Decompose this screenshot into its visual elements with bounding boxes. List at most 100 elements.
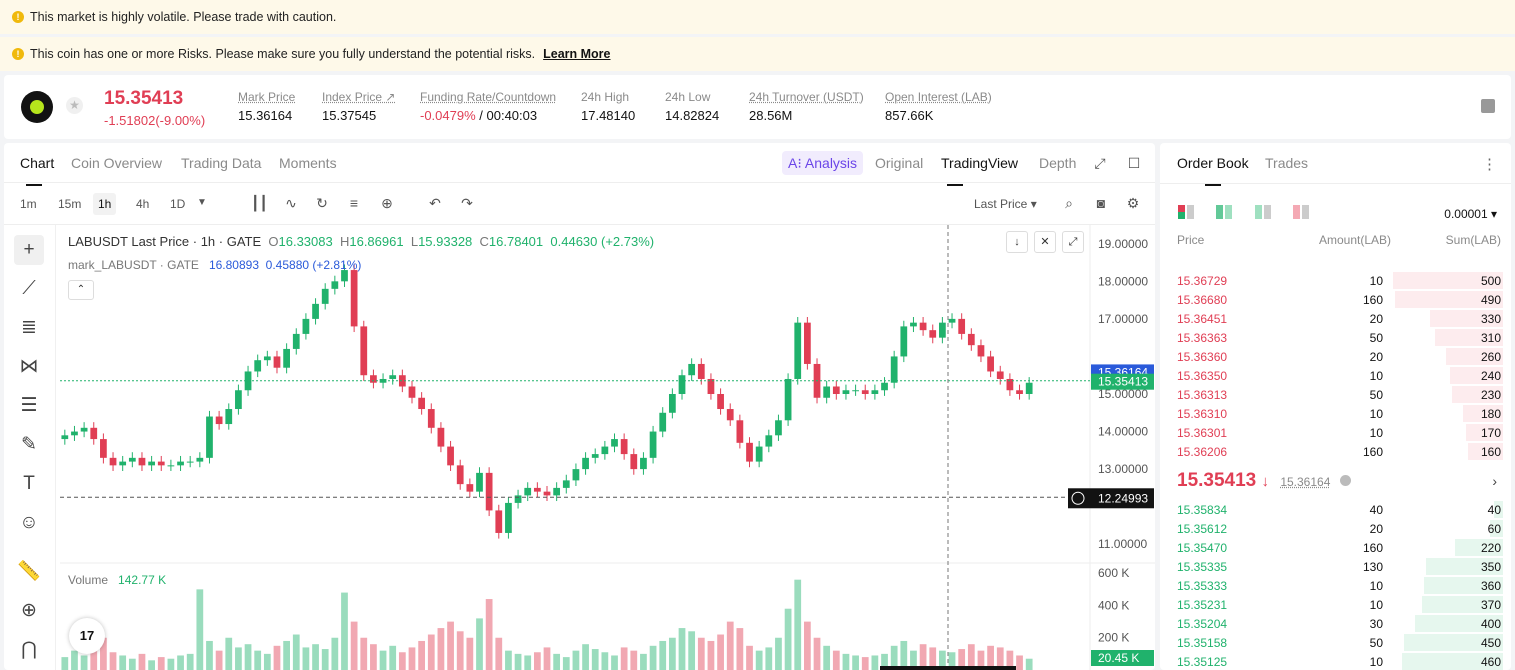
tab-moments[interactable]: Moments xyxy=(279,155,337,171)
undo-icon[interactable]: ↶ xyxy=(429,195,441,211)
ask-row[interactable]: 15.36350 10 240 xyxy=(1160,366,1511,385)
bid-row[interactable]: 15.35470 160 220 xyxy=(1160,538,1511,557)
ask-row[interactable]: 15.36310 10 180 xyxy=(1160,404,1511,423)
chevron-down-icon[interactable]: ▼ xyxy=(197,197,207,208)
bid-row[interactable]: 15.35125 10 460 xyxy=(1160,652,1511,670)
list-icon[interactable]: ≡ xyxy=(349,195,359,211)
bid-row[interactable]: 15.35204 30 400 xyxy=(1160,614,1511,633)
view-bids-alt-icon[interactable] xyxy=(1254,205,1273,219)
stat-label[interactable]: Mark Price xyxy=(238,90,296,104)
gear-icon[interactable]: ⚙ xyxy=(1126,195,1140,211)
window-icon[interactable]: ☐ xyxy=(1127,155,1141,171)
stat-label[interactable]: Index Price ↗ xyxy=(322,90,396,104)
volume-bar xyxy=(437,628,445,670)
stat-label[interactable]: 24h Turnover (USDT) xyxy=(749,90,864,104)
time-axis-highlight xyxy=(880,666,1016,670)
arrow-down-button[interactable]: ↓ xyxy=(1006,231,1028,253)
info-icon[interactable] xyxy=(1339,475,1351,487)
candle-body xyxy=(196,457,204,462)
view-tradingview[interactable]: TradingView xyxy=(941,155,1019,186)
bid-row[interactable]: 15.35834 40 40 xyxy=(1160,500,1511,519)
ask-row[interactable]: 15.36301 10 170 xyxy=(1160,423,1511,442)
redo-icon[interactable]: ↷ xyxy=(461,195,473,211)
search-icon[interactable]: ⌕ xyxy=(1065,195,1073,211)
timeframe-1h[interactable]: 1h xyxy=(93,193,117,215)
chevron-right-icon[interactable]: › xyxy=(1492,473,1497,489)
timeframe-1m[interactable]: 1m xyxy=(20,197,37,211)
volume-bar xyxy=(514,653,522,670)
volume-bar xyxy=(562,657,570,670)
tradingview-logo[interactable]: 17 xyxy=(69,618,105,654)
favorite-star-icon[interactable]: ★ xyxy=(66,97,83,114)
volume-bar xyxy=(466,637,474,670)
learn-more-link[interactable]: Learn More xyxy=(543,47,611,61)
camera-icon[interactable]: ◙ xyxy=(1096,195,1106,211)
book-icon[interactable] xyxy=(1481,99,1495,113)
price-source-select[interactable]: Last Price ▾ xyxy=(974,197,1037,211)
ask-row[interactable]: 15.36313 50 230 xyxy=(1160,385,1511,404)
view-bids-icon[interactable] xyxy=(1216,205,1234,219)
pattern-tool-icon[interactable]: ⋈ xyxy=(19,356,39,377)
bid-row[interactable]: 15.35231 10 370 xyxy=(1160,595,1511,614)
brush-tool-icon[interactable]: ✎ xyxy=(21,434,37,455)
stat-label[interactable]: Funding Rate/Countdown xyxy=(420,90,557,104)
row-amount: 10 xyxy=(1369,579,1383,593)
candle-body xyxy=(707,378,715,394)
view-asks-icon[interactable] xyxy=(1293,205,1311,219)
tab-order-book[interactable]: Order Book xyxy=(1177,155,1249,186)
indicator-icon[interactable]: ∿ xyxy=(285,195,297,211)
precision-select[interactable]: 0.00001 ▾ xyxy=(1444,207,1497,221)
zoom-tool-icon[interactable]: ⊕ xyxy=(21,600,37,621)
stat-24h-low: 24h Low 14.82824 xyxy=(665,90,719,123)
magnet-tool-icon[interactable]: ⋂ xyxy=(21,639,37,660)
ask-row[interactable]: 15.36680 160 490 xyxy=(1160,290,1511,309)
tab-chart[interactable]: Chart xyxy=(20,155,55,186)
ai-analysis-button[interactable]: A⁝ Analysis xyxy=(782,151,864,175)
add-icon[interactable]: ⊕ xyxy=(381,195,393,211)
view-original[interactable]: Original xyxy=(875,155,924,171)
candle-body xyxy=(302,318,310,334)
candle-body xyxy=(668,394,676,413)
timeframe-4h[interactable]: 4h xyxy=(136,197,150,211)
stat-label[interactable]: Open Interest (LAB) xyxy=(885,90,992,104)
tab-coin-overview[interactable]: Coin Overview xyxy=(71,155,163,171)
ask-row[interactable]: 15.36360 20 260 xyxy=(1160,347,1511,366)
ask-row[interactable]: 15.36451 20 330 xyxy=(1160,309,1511,328)
candle-body xyxy=(514,495,522,503)
trendline-tool-icon[interactable]: ⟋ xyxy=(22,278,36,299)
collapse-button[interactable]: ✕ xyxy=(1034,231,1056,253)
candle-body xyxy=(167,465,175,467)
depth-bar xyxy=(1430,310,1503,327)
bid-row[interactable]: 15.35158 50 450 xyxy=(1160,633,1511,652)
fit-button[interactable]: ⤢ xyxy=(1062,231,1084,253)
more-icon[interactable]: ⋮ xyxy=(1482,156,1497,173)
view-both-icon[interactable] xyxy=(1178,205,1196,219)
volume-bar xyxy=(765,647,773,670)
emoji-tool-icon[interactable]: ☺ xyxy=(19,512,39,533)
ask-row[interactable]: 15.36729 10 500 xyxy=(1160,271,1511,290)
bid-row[interactable]: 15.35333 10 360 xyxy=(1160,576,1511,595)
chart-legend: LABUSDT Last Price · 1h · GATE O16.33083… xyxy=(68,234,654,249)
bid-row[interactable]: 15.35612 20 60 xyxy=(1160,519,1511,538)
ask-row[interactable]: 15.36206 160 160 xyxy=(1160,442,1511,461)
fib-tool-icon[interactable]: ☰ xyxy=(20,395,38,416)
collapse-legend-button[interactable]: ⌃ xyxy=(68,280,94,300)
row-price: 15.36451 xyxy=(1177,312,1228,326)
volume-bar xyxy=(109,652,117,670)
ask-row[interactable]: 15.36363 50 310 xyxy=(1160,328,1511,347)
tab-trading-data[interactable]: Trading Data xyxy=(181,155,262,171)
view-depth[interactable]: Depth xyxy=(1039,155,1077,171)
timeframe-15m[interactable]: 15m xyxy=(58,197,82,211)
tab-trades[interactable]: Trades xyxy=(1265,155,1309,171)
refresh-icon[interactable]: ↻ xyxy=(316,195,328,211)
price-chart[interactable]: 19.00000 18.00000 17.00000 15.00000 14.00000… xyxy=(4,225,1155,670)
text-tool-icon[interactable]: T xyxy=(23,473,35,494)
volume-bar xyxy=(206,640,213,670)
candlestick-icon[interactable]: ┃┃ xyxy=(251,195,268,211)
ruler-tool-icon[interactable]: 📏 xyxy=(17,561,41,582)
expand-icon[interactable]: ⤢ xyxy=(1094,155,1106,171)
timeframe-1d[interactable]: 1D xyxy=(170,197,186,211)
bid-row[interactable]: 15.35335 130 350 xyxy=(1160,557,1511,576)
crosshair-tool-icon[interactable]: + xyxy=(14,235,44,265)
hlines-tool-icon[interactable]: ≣ xyxy=(21,317,37,338)
